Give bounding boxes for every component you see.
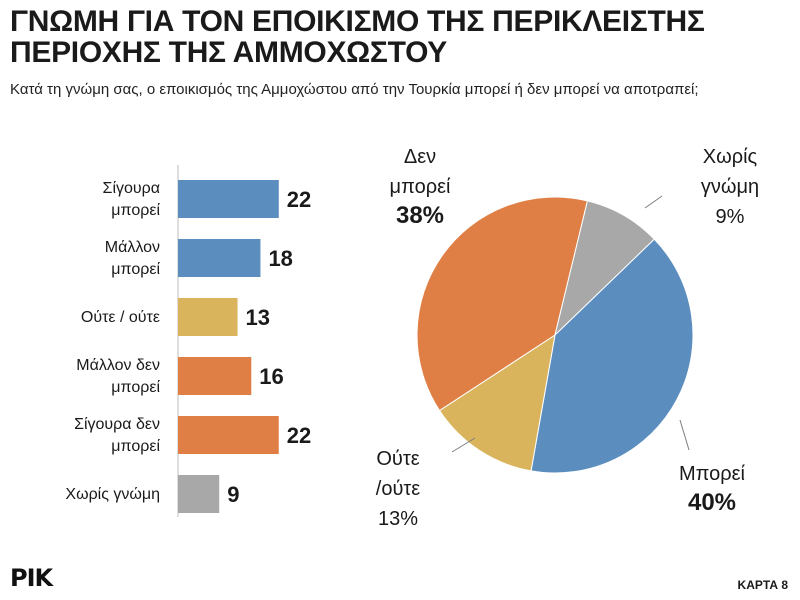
bar (178, 475, 220, 513)
pie-value-label: 13% (378, 508, 418, 530)
bar-category-label: μπορεί (111, 379, 160, 396)
bar-category-label: Χωρίς γνώμη (65, 486, 160, 503)
pie-category-label: /ούτε (376, 478, 421, 500)
bar-category-label: μπορεί (111, 202, 160, 219)
chart-title: ΓΝΩΜΗ ΓΙΑ ΤΟΝ ΕΠΟΙΚΙΣΜΟ ΤΗΣ ΠΕΡΙΚΛΕΙΣΤΗΣ… (10, 6, 790, 68)
pie-category-label: Μπορεί (679, 463, 746, 485)
pie-slice (438, 333, 556, 472)
pie-slice (530, 238, 694, 474)
bar-chart: 22 Σίγουρα μπορεί 18 Μάλλον μπορεί 13 Ούτε / ού… (65, 165, 311, 517)
pie-category-label: μπορεί (390, 176, 451, 198)
bar (178, 357, 252, 395)
pie-category-label: Ούτε (376, 448, 419, 470)
bar-value-label: 22 (287, 187, 311, 212)
pie-category-label: Δεν (404, 146, 436, 168)
pie-value-label: 40% (688, 489, 736, 516)
pie-leader-line (644, 195, 663, 209)
bar-value-label: 18 (268, 246, 292, 271)
bar (178, 298, 238, 336)
bar-category-label: Μάλλον δεν (76, 357, 160, 374)
bar (178, 180, 279, 218)
bar-category-label: μπορεί (111, 261, 160, 278)
bar-value-label: 9 (227, 482, 239, 507)
pie-category-label: Χωρίς (703, 146, 758, 168)
bar-value-label: 16 (259, 364, 283, 389)
bar-category-label: Ούτε / ούτε (81, 309, 160, 326)
bar-category-label: Σίγουρα δεν (74, 416, 160, 433)
bar (178, 416, 279, 454)
pie-leader-line (451, 437, 476, 453)
bar (178, 239, 261, 277)
pie-value-label: 9% (716, 206, 745, 228)
pie-leader-line (679, 419, 690, 451)
page-code: ΚΑΡΤΑ 8 (737, 578, 788, 592)
pie-slice (554, 200, 655, 337)
bar-category-label: Μάλλον (105, 239, 160, 256)
chart-subtitle: Κατά τη γνώμη σας, ο εποικισμός της Αμμο… (10, 81, 699, 98)
bar-category-label: μπορεί (111, 438, 160, 455)
pie-category-label: γνώμη (701, 176, 759, 198)
pie-slice (416, 196, 589, 412)
title-line-1: ΓΝΩΜΗ ΓΙΑ ΤΟΝ ΕΠΟΙΚΙΣΜΟ ΤΗΣ ΠΕΡΙΚΛΕΙΣΤΗΣ (10, 5, 705, 38)
bar-value-label: 13 (246, 305, 270, 330)
title-line-2: ΠΕΡΙΟΧΗΣ ΤΗΣ ΑΜΜΟΧΩΣΤΟΥ (10, 36, 448, 69)
broadcaster-logo: ΡΙΚ (10, 564, 53, 592)
pie-value-label: 38% (396, 202, 444, 229)
pie-chart: Μπορεί 40% Ούτε/ούτε 13% Δεν μπορεί 38% Χωρίς γν… (376, 146, 759, 530)
bar-category-label: Σίγουρα (103, 180, 160, 197)
bar-value-label: 22 (287, 423, 311, 448)
